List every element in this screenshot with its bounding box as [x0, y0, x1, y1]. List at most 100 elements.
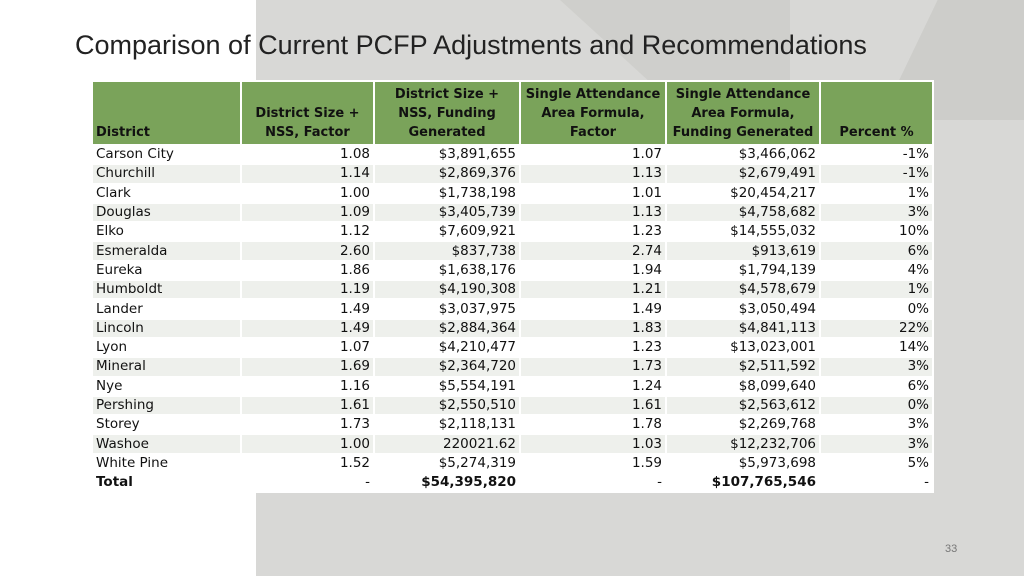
cell-district: Nye: [91, 375, 242, 397]
cell-district-size-funding: $837,738: [373, 240, 521, 262]
cell-percent: -1%: [819, 163, 934, 185]
cell-single-attendance-factor: 1.59: [519, 452, 667, 475]
cell-district: Humboldt: [91, 279, 242, 301]
cell-single-attendance-funding: $2,511,592: [665, 356, 821, 378]
cell-district-size-factor: 1.12: [240, 221, 375, 243]
table-row: Storey 1.73 $2,118,131 1.78 $2,269,768 3%: [91, 414, 934, 436]
cell-percent: 3%: [819, 356, 934, 378]
cell-district: Pershing: [91, 394, 242, 417]
cell-district: Churchill: [91, 163, 242, 185]
total-cell-district-size-factor: -: [240, 472, 375, 494]
cell-single-attendance-factor: 1.13: [519, 201, 667, 224]
cell-district: Storey: [91, 414, 242, 436]
cell-single-attendance-funding: $1,794,139: [665, 259, 821, 282]
cell-single-attendance-factor: 1.03: [519, 433, 667, 455]
cell-district-size-factor: 1.09: [240, 201, 375, 224]
cell-single-attendance-funding: $20,454,217: [665, 182, 821, 204]
table-row: Carson City 1.08 $3,891,655 1.07 $3,466,062-…: [91, 143, 934, 166]
cell-district-size-factor: 1.73: [240, 414, 375, 436]
cell-single-attendance-funding: $12,232,706: [665, 433, 821, 455]
cell-district-size-funding: $3,891,655: [373, 143, 521, 166]
cell-single-attendance-funding: $2,679,491: [665, 163, 821, 185]
cell-district: Eureka: [91, 259, 242, 282]
table-row: Lander 1.49 $3,037,975 1.49 $3,050,494 0%: [91, 298, 934, 320]
cell-district-size-funding: $1,638,176: [373, 259, 521, 282]
table-row: Nye 1.16 $5,554,191 1.24 $8,099,640 6%: [91, 375, 934, 397]
cell-percent: 5%: [819, 452, 934, 475]
total-cell-district-size-funding: $54,395,820: [373, 472, 521, 494]
cell-single-attendance-factor: 2.74: [519, 240, 667, 262]
cell-district-size-factor: 1.69: [240, 356, 375, 378]
cell-percent: 4%: [819, 259, 934, 282]
cell-district-size-funding: $5,554,191: [373, 375, 521, 397]
table-row: Lyon 1.07 $4,210,477 1.23 $13,023,001 14%: [91, 336, 934, 359]
cell-percent: 10%: [819, 221, 934, 243]
cell-district-size-factor: 1.07: [240, 336, 375, 359]
cell-district-size-factor: 1.61: [240, 394, 375, 417]
cell-single-attendance-funding: $2,269,768: [665, 414, 821, 436]
cell-district-size-factor: 1.86: [240, 259, 375, 282]
cell-single-attendance-funding: $913,619: [665, 240, 821, 262]
table-row: Clark 1.00 $1,738,198 1.01 $20,454,217 1%: [91, 182, 934, 204]
cell-district-size-factor: 1.00: [240, 182, 375, 204]
cell-single-attendance-factor: 1.23: [519, 336, 667, 359]
cell-district-size-factor: 1.52: [240, 452, 375, 475]
cell-district: Carson City: [91, 143, 242, 166]
header-single-attendance-funding: Single Attendance Area Formula, Funding …: [665, 80, 821, 146]
total-cell-single-attendance-funding: $107,765,546: [665, 472, 821, 494]
cell-single-attendance-funding: $13,023,001: [665, 336, 821, 359]
table-row: Lincoln 1.49 $2,884,364 1.83 $4,841,113 22%: [91, 317, 934, 339]
cell-district-size-factor: 2.60: [240, 240, 375, 262]
table-row: Mineral 1.69 $2,364,720 1.73 $2,511,592 3%: [91, 356, 934, 378]
cell-percent: 0%: [819, 298, 934, 320]
cell-district-size-factor: 1.14: [240, 163, 375, 185]
cell-district-size-funding: $1,738,198: [373, 182, 521, 204]
cell-single-attendance-funding: $5,973,698: [665, 452, 821, 475]
cell-single-attendance-factor: 1.73: [519, 356, 667, 378]
cell-district: Washoe: [91, 433, 242, 455]
cell-district-size-funding: $3,405,739: [373, 201, 521, 224]
header-percent: Percent %: [819, 80, 934, 146]
cell-percent: 14%: [819, 336, 934, 359]
cell-district-size-factor: 1.08: [240, 143, 375, 166]
cell-district-size-funding: $2,118,131: [373, 414, 521, 436]
cell-district: Elko: [91, 221, 242, 243]
cell-single-attendance-factor: 1.83: [519, 317, 667, 339]
cell-percent: 6%: [819, 375, 934, 397]
cell-single-attendance-funding: $2,563,612: [665, 394, 821, 417]
cell-single-attendance-factor: 1.23: [519, 221, 667, 243]
slide-title: Comparison of Current PCFP Adjustments a…: [75, 30, 867, 60]
cell-percent: 1%: [819, 182, 934, 204]
cell-single-attendance-funding: $3,050,494: [665, 298, 821, 320]
table-body: Carson City 1.08 $3,891,655 1.07 $3,466,062-…: [91, 143, 934, 494]
cell-single-attendance-factor: 1.49: [519, 298, 667, 320]
total-cell-percent: -: [819, 472, 934, 494]
cell-district-size-factor: 1.16: [240, 375, 375, 397]
cell-single-attendance-factor: 1.61: [519, 394, 667, 417]
cell-district: Lincoln: [91, 317, 242, 339]
cell-district-size-funding: $5,274,319: [373, 452, 521, 475]
cell-single-attendance-funding: $4,758,682: [665, 201, 821, 224]
header-district: District: [91, 80, 242, 146]
header-district-size-funding: District Size + NSS, Funding Generated: [373, 80, 521, 146]
cell-district: Esmeralda: [91, 240, 242, 262]
header-single-attendance-factor: Single Attendance Area Formula, Factor: [519, 80, 667, 146]
cell-single-attendance-funding: $14,555,032: [665, 221, 821, 243]
cell-single-attendance-funding: $3,466,062: [665, 143, 821, 166]
table-row: Esmeralda 2.60 $837,738 2.74 $913,619 6%: [91, 240, 934, 262]
comparison-table: District District Size + NSS, Factor Dis…: [91, 80, 934, 494]
cell-district-size-funding: $7,609,921: [373, 221, 521, 243]
cell-district-size-funding: $2,364,720: [373, 356, 521, 378]
comparison-table-container: District District Size + NSS, Factor Dis…: [91, 80, 934, 529]
table-row: Eureka 1.86 $1,638,176 1.94 $1,794,139 4%: [91, 259, 934, 282]
cell-percent: 0%: [819, 394, 934, 417]
cell-district: Lander: [91, 298, 242, 320]
page-number: 33: [945, 543, 958, 555]
table-row: Elko 1.12 $7,609,921 1.23 $14,555,032 10%: [91, 221, 934, 243]
cell-single-attendance-funding: $4,578,679: [665, 279, 821, 301]
table-row: White Pine 1.52 $5,274,319 1.59 $5,973,698 5%: [91, 452, 934, 475]
total-cell-district: Total: [91, 472, 242, 494]
cell-district: Douglas: [91, 201, 242, 224]
cell-single-attendance-factor: 1.01: [519, 182, 667, 204]
cell-district-size-funding: $4,190,308: [373, 279, 521, 301]
